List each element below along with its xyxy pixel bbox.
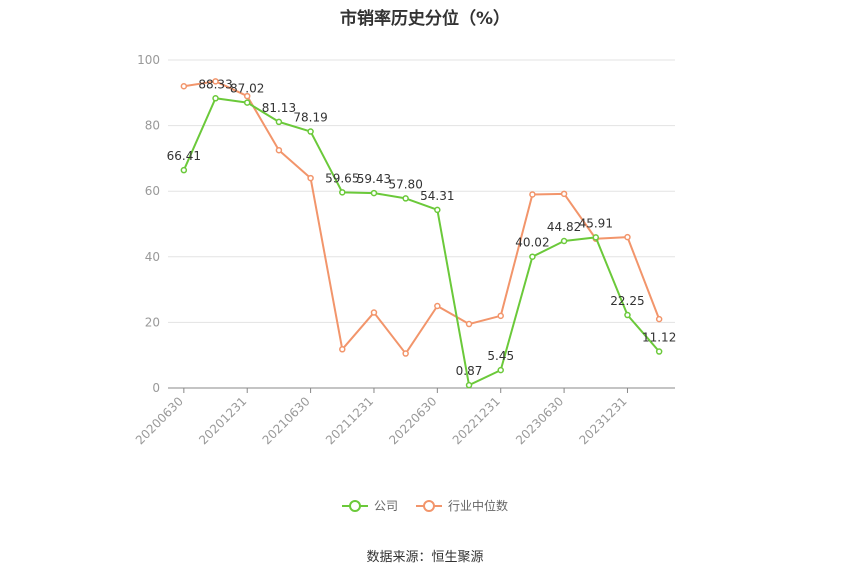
data-point-company: [339, 189, 346, 196]
data-point-company: [434, 206, 441, 214]
data-label: 40.02: [515, 236, 549, 250]
data-source: 数据来源：恒生聚源: [366, 550, 484, 565]
y-tick-label: 20: [145, 315, 160, 329]
data-label: 88.33: [198, 77, 232, 91]
legend-label-company: 公司: [373, 499, 398, 513]
data-label: 11.12: [642, 331, 676, 345]
x-tick-label: 20231231: [577, 394, 630, 447]
data-point-industry-median: [434, 302, 441, 310]
data-point-industry-median: [655, 315, 663, 323]
data-point-company: [624, 311, 631, 319]
data-point-industry-median: [560, 190, 568, 198]
data-point-company: [370, 189, 378, 197]
y-tick-label: 60: [145, 184, 160, 198]
data-label: 81.13: [262, 101, 296, 115]
data-point-industry-median: [624, 233, 631, 241]
x-tick-label: 20230630: [513, 394, 566, 447]
data-label: 45.91: [579, 216, 613, 230]
data-point-company: [180, 166, 188, 174]
data-label: 78.19: [293, 111, 327, 125]
data-label: 22.25: [610, 294, 644, 308]
legend-item-industry-median[interactable]: 行业中位数: [416, 497, 508, 514]
data-label: 59.43: [357, 172, 391, 186]
legend: 公司 行业中位数: [0, 497, 850, 514]
data-label: 54.31: [420, 189, 454, 203]
data-point-industry-median: [402, 350, 409, 357]
data-label: 87.02: [230, 82, 264, 96]
data-point-company: [592, 234, 600, 241]
data-label: 66.41: [167, 149, 201, 163]
data-label: 5.45: [487, 349, 514, 363]
x-tick-label: 20221231: [450, 394, 503, 447]
data-label: 44.82: [547, 220, 581, 234]
data-point-industry-median: [275, 146, 283, 154]
data-point-company: [402, 195, 409, 202]
legend-label-industry-median: 行业中位数: [448, 499, 509, 513]
data-point-company: [212, 95, 219, 102]
data-point-industry-median: [465, 320, 473, 328]
data-point-company: [307, 128, 314, 135]
data-point-industry-median: [180, 82, 188, 90]
data-point-industry-median: [212, 78, 219, 85]
legend-marker-industry-median: [416, 499, 442, 513]
data-point-industry-median: [497, 312, 504, 320]
x-tick-label: 20200630: [133, 394, 186, 447]
data-point-company: [560, 237, 568, 245]
chart-title: 市销率历史分位（%）: [339, 9, 511, 29]
x-tick-label: 20210630: [260, 394, 313, 447]
y-tick-label: 0: [152, 381, 160, 395]
data-point-company: [529, 253, 536, 260]
x-tick-label: 20201231: [196, 394, 249, 447]
data-point-industry-median: [243, 92, 251, 100]
data-point-industry-median: [370, 309, 378, 316]
y-tick-label: 100: [137, 53, 160, 67]
data-point-company: [465, 381, 473, 389]
data-label: 59.65: [325, 171, 359, 185]
data-point-company: [655, 348, 663, 355]
legend-marker-company: [341, 499, 368, 513]
legend-item-company[interactable]: 公司: [341, 497, 398, 514]
data-point-company: [497, 366, 504, 374]
x-tick-label: 20211231: [323, 394, 376, 447]
data-point-company: [275, 118, 283, 126]
y-tick-label: 80: [145, 119, 160, 133]
data-label: 57.80: [388, 177, 422, 191]
data-point-industry-median: [307, 174, 314, 182]
y-tick-label: 40: [145, 250, 160, 264]
series-line-industry-median: [183, 80, 661, 355]
data-point-industry-median: [529, 191, 536, 198]
x-tick-label: 20220630: [386, 394, 439, 447]
series-line-company: [182, 97, 660, 387]
data-point-company: [243, 99, 251, 106]
data-point-industry-median: [339, 346, 346, 353]
data-label: 0.87: [456, 364, 483, 378]
